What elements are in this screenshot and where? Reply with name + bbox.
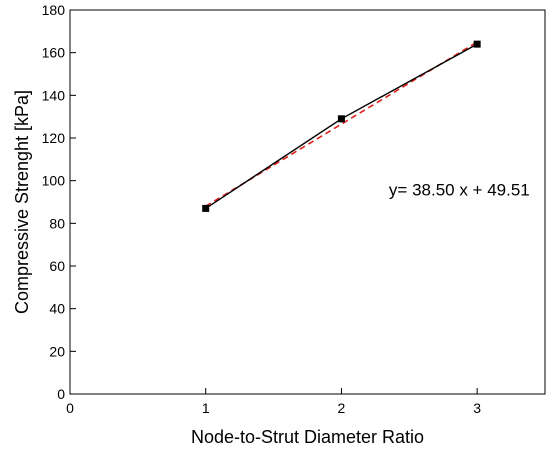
y-tick-label: 120 (42, 130, 66, 146)
y-tick-label: 160 (42, 45, 66, 61)
fit-equation-annotation: y= 38.50 x + 49.51 (389, 181, 530, 200)
plot-frame (70, 10, 545, 394)
data-point (338, 115, 345, 122)
y-tick-label: 0 (57, 386, 65, 402)
y-tick-label: 40 (49, 301, 65, 317)
x-tick-label: 0 (66, 400, 74, 416)
x-tick-label: 1 (202, 400, 210, 416)
y-tick-label: 140 (42, 87, 66, 103)
y-tick-label: 100 (42, 173, 66, 189)
x-tick-label: 2 (338, 400, 346, 416)
data-point (202, 205, 209, 212)
x-tick-label: 3 (473, 400, 481, 416)
y-tick-label: 180 (42, 2, 66, 18)
x-axis-title: Node-to-Strut Diameter Ratio (191, 427, 424, 447)
data-point (474, 41, 481, 48)
y-tick-label: 80 (49, 215, 65, 231)
tick-group: 0 1 2 3 0 20 40 60 80 100 120 140 160 180 (42, 2, 482, 416)
y-axis-title: Compressive Strenght [kPa] (12, 90, 32, 314)
y-tick-label: 60 (49, 258, 65, 274)
y-tick-label: 20 (49, 343, 65, 359)
